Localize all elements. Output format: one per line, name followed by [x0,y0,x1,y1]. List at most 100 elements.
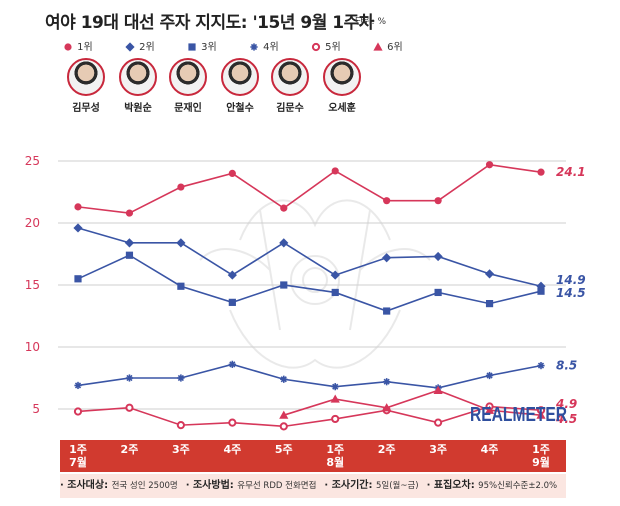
week-number: 2주 [120,443,139,456]
data-point [383,197,391,205]
asterisk-icon [250,43,258,51]
candidate-name: 김무성 [72,103,100,114]
data-point [383,307,391,315]
legend-label: 4위 [260,42,279,53]
data-point [74,381,82,390]
week-axis-bar [60,440,566,472]
candidate-photo [67,58,105,96]
candidate-photo [169,58,207,96]
end-value-label: 4.5 [555,412,577,426]
end-value-label: 14.5 [556,286,586,300]
week-number: 1주 [532,443,550,456]
data-point [536,281,546,291]
candidate-name: 박원순 [124,103,152,114]
data-point [125,374,134,382]
data-point [279,410,289,419]
week-number: 5주 [274,443,293,456]
emblem-watermark [199,199,431,369]
survey-info-item: · 표집오차: 95%신뢰수준±2.0% [426,480,558,491]
unit-label: 단위: % [355,17,387,27]
data-point [176,421,185,430]
data-point [383,378,391,386]
survey-info-item: · 조사대상: 전국 성인 2500명 [60,480,178,491]
week-label: 4주 [212,443,252,456]
data-point [228,298,236,306]
data-point [331,383,339,391]
series-line [283,389,542,416]
data-point [228,418,237,427]
data-point [177,282,185,290]
month-label: 7월 [69,456,87,469]
data-point [537,287,545,295]
survey-info: · 조사대상: 전국 성인 2500명 · 조사방법: 유무선 RDD 전화면접 ·… [60,474,566,498]
y-tick-label: 10 [25,340,40,354]
week-label: 4주 [470,443,510,456]
data-point [434,197,442,205]
data-point [331,167,339,175]
candidate-name: 문재인 [174,103,202,114]
data-point [177,374,185,382]
week-label: 3주 [161,443,201,456]
series-line [77,254,542,312]
week-label: 2주 [367,443,407,456]
data-point [74,203,82,211]
week-label: 3주 [418,443,458,456]
end-value-label: 8.5 [556,359,577,373]
data-point [433,385,443,394]
data-point [433,251,443,262]
data-point [227,270,237,280]
week-label: 2주 [109,443,149,456]
candidate-photo [221,58,259,96]
diamond-icon [125,42,135,52]
data-point [484,405,495,414]
line-chart: 5 10 15 20 25 24.1 14.914.5 8.5 4.94.5 [25,154,586,431]
data-point [279,422,288,431]
week-label: 1주 9월 [521,443,561,469]
data-point [125,209,134,217]
candidate-name: 김문수 [276,103,304,114]
end-value-label: 14.9 [556,273,586,287]
legend-label: 6위 [384,42,403,53]
data-point [485,371,494,380]
survey-info-item: · 조사기관: 리얼미터 [565,480,566,491]
data-point [74,275,82,283]
data-point [228,360,236,368]
series-line [77,163,542,214]
candidate-name: 오세훈 [328,103,356,114]
data-point [485,161,494,169]
week-label: 1주 8월 [315,443,355,469]
week-number: 1주 [69,443,87,456]
data-point [124,238,135,248]
data-point [331,288,339,297]
end-value-label: 4.9 [555,397,577,411]
week-label: 1주 7월 [58,443,98,469]
data-point [331,414,340,424]
legend-item: 5위 [310,38,341,53]
chart-title: 여야 19대 대선 주자 지지도: '15년 9월 1주차 [45,13,374,33]
data-point [125,403,134,412]
survey-info-item: · 조사기간: 5일(월~금) [324,480,419,491]
data-point [73,407,83,416]
survey-info-item: · 조사방법: 유무선 RDD 전화면접 [185,480,317,491]
legend-label: 1위 [74,42,93,53]
week-number: 4주 [480,443,499,456]
week-number: 3주 [429,443,447,456]
data-point [125,251,134,259]
week-number: 4주 [223,443,242,456]
data-point [177,183,185,191]
data-point [279,238,289,248]
data-point [434,418,443,427]
data-point [537,168,545,176]
data-point [330,394,340,403]
legend-label: 5위 [322,42,341,53]
data-point [228,169,236,177]
circle-filled-icon [64,43,72,51]
week-number: 1주 [326,443,345,456]
data-point [434,288,442,297]
candidate-name: 안철수 [226,103,254,114]
series-line [77,363,542,389]
candidate-photo [323,58,361,96]
series-line [77,227,542,288]
y-tick-label: 25 [25,154,40,168]
week-number: 3주 [171,443,190,456]
